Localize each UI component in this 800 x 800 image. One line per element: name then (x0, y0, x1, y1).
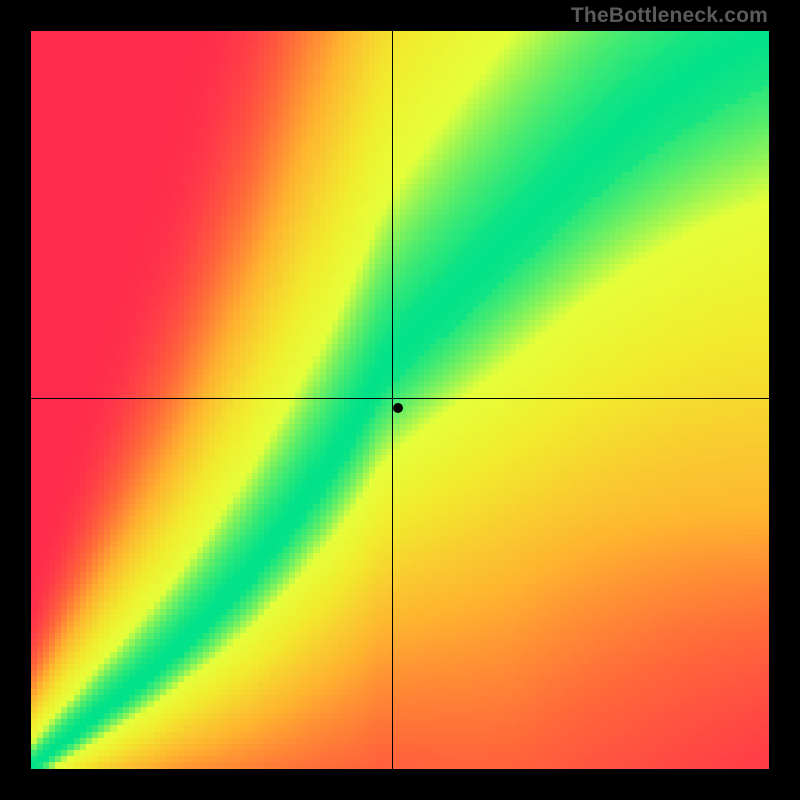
crosshair-horizontal (31, 398, 769, 399)
chart-frame: TheBottleneck.com (0, 0, 800, 800)
heatmap-canvas (31, 31, 769, 769)
data-point-marker (393, 403, 403, 413)
watermark-text: TheBottleneck.com (571, 4, 768, 28)
crosshair-vertical (392, 31, 393, 769)
